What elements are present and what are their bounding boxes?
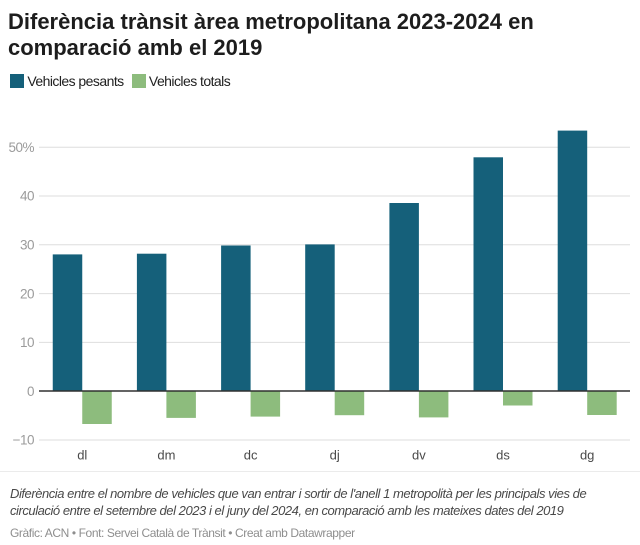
svg-text:30: 30	[20, 238, 34, 253]
svg-text:dv: dv	[412, 448, 426, 463]
svg-text:40: 40	[20, 189, 34, 204]
svg-text:20: 20	[20, 286, 34, 301]
svg-text:−10: −10	[13, 433, 34, 448]
svg-text:50%: 50%	[8, 140, 34, 155]
svg-text:dc: dc	[244, 448, 258, 463]
svg-text:dg: dg	[580, 448, 594, 463]
svg-text:dl: dl	[77, 448, 87, 463]
svg-text:0: 0	[27, 384, 34, 399]
svg-text:dj: dj	[330, 448, 340, 463]
svg-text:10: 10	[20, 335, 34, 350]
svg-text:dm: dm	[157, 448, 175, 463]
svg-text:ds: ds	[496, 448, 510, 463]
